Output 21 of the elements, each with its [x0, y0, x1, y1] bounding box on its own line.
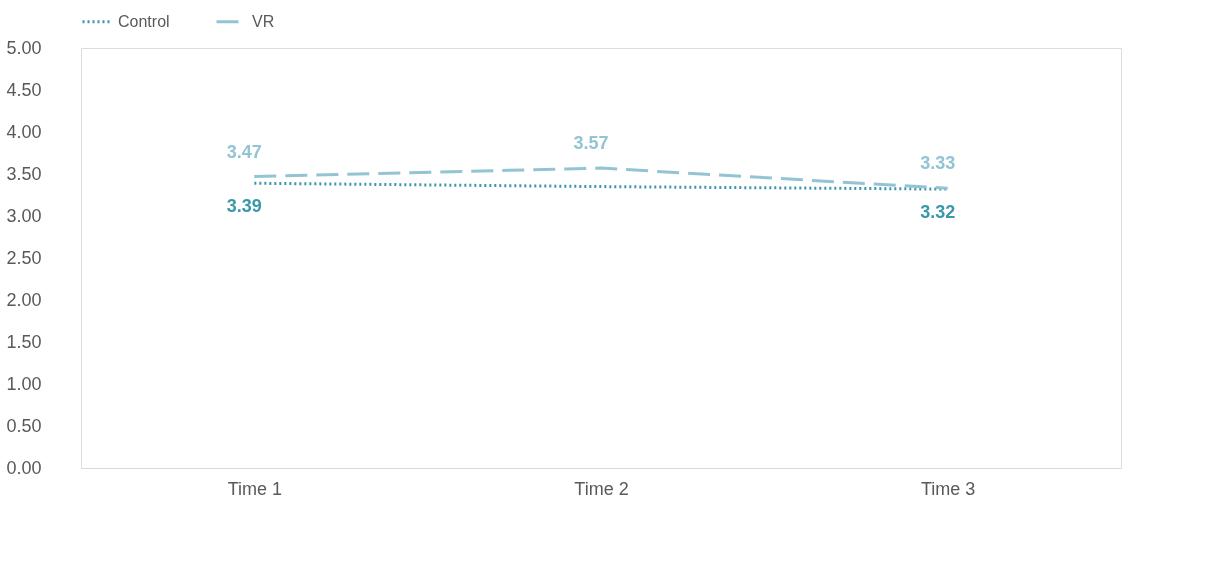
y-tick-label: 0.50: [6, 415, 42, 436]
data-label: 3.39: [226, 196, 262, 217]
y-tick-label: 3.50: [6, 163, 42, 184]
y-tick-label: 5.00: [6, 37, 42, 58]
x-tick-label: Time 2: [574, 478, 629, 499]
data-label: 3.57: [573, 133, 609, 154]
y-tick-label: 4.00: [6, 121, 42, 142]
y-tick-label: 1.00: [6, 373, 42, 394]
y-tick-label: 1.50: [6, 331, 42, 352]
data-label: 3.33: [920, 153, 956, 174]
x-tick-label: Time 1: [227, 478, 283, 499]
data-label: 3.47: [226, 141, 262, 162]
y-tick-label: 3.00: [6, 205, 42, 226]
y-tick-label: 4.50: [6, 79, 42, 100]
y-tick-label: 0.00: [6, 457, 42, 478]
y-tick-label: 2.00: [6, 289, 42, 310]
x-tick-label: Time 3: [920, 478, 976, 499]
legend-label: VR: [252, 12, 275, 30]
y-tick-label: 2.50: [6, 247, 42, 268]
data-label: 3.32: [920, 202, 956, 223]
legend-label: Control: [118, 12, 170, 30]
